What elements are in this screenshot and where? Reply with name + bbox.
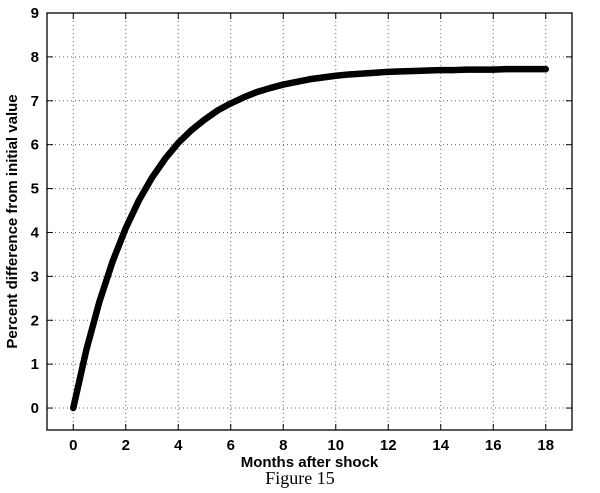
plot-border: [46, 12, 573, 431]
y-tick-label: 4: [31, 224, 40, 241]
y-tick-label: 9: [31, 5, 39, 22]
y-axis-label: Percent difference from initial value: [4, 94, 21, 348]
x-tick-label: 8: [279, 437, 287, 454]
x-tick-label: 10: [327, 437, 344, 454]
x-tick-label: 18: [537, 437, 554, 454]
x-tick-label: 0: [69, 437, 77, 454]
y-tick-label: 1: [31, 356, 39, 373]
y-tick-label: 2: [31, 312, 39, 329]
x-tick-label: 2: [122, 437, 130, 454]
x-tick-label: 12: [380, 437, 397, 454]
y-tick-label: 5: [31, 181, 39, 198]
x-axis-label: Months after shock: [241, 454, 379, 468]
x-tick-label: 6: [227, 437, 235, 454]
y-tick-label: 7: [31, 93, 39, 110]
y-tick-label: 8: [31, 49, 39, 66]
x-tick-label: 16: [485, 437, 502, 454]
x-tick-label: 14: [432, 437, 449, 454]
x-tick-label: 4: [174, 437, 183, 454]
figure-caption: Figure 15: [265, 468, 335, 488]
y-tick-label: 6: [31, 137, 39, 154]
response-curve: [70, 65, 549, 412]
y-tick-label: 0: [31, 400, 39, 417]
y-tick-label: 3: [31, 268, 39, 285]
